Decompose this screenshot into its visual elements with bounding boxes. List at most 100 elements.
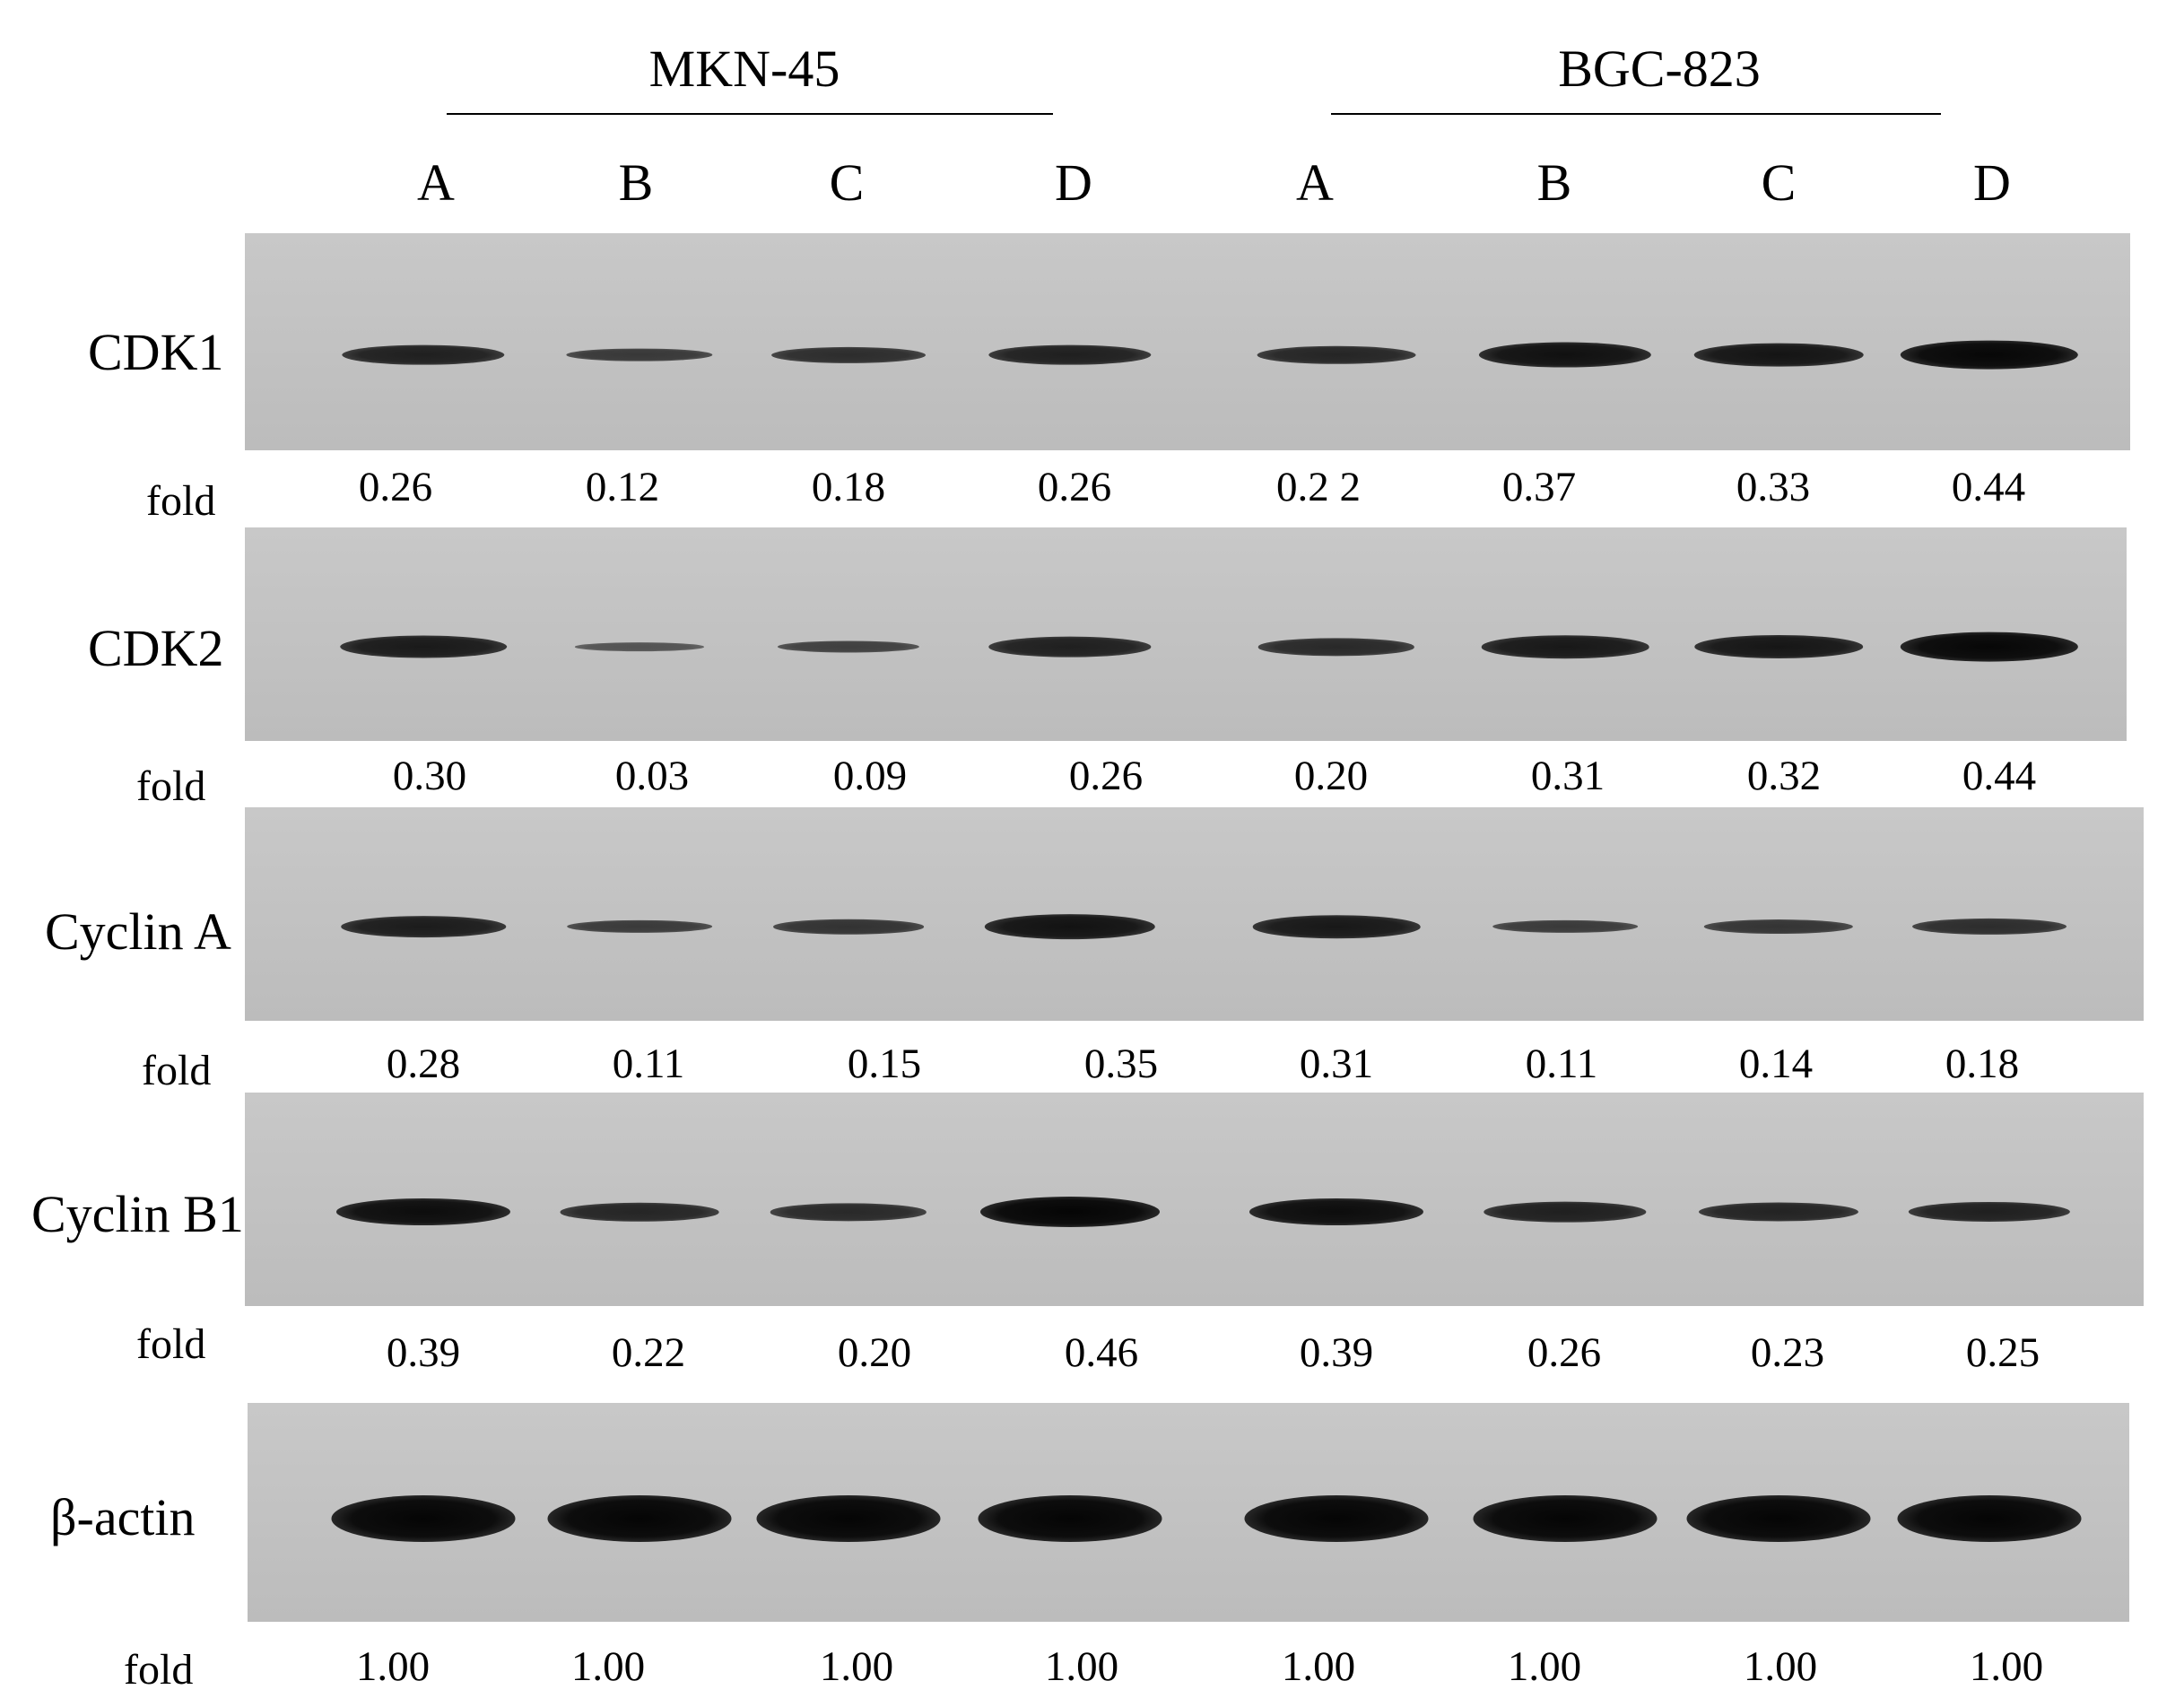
band (1492, 920, 1638, 934)
fold-label: fold (136, 762, 206, 810)
band (1473, 1495, 1658, 1543)
fold-value: 0.26 (358, 464, 433, 510)
fold-value: 0.39 (1299, 1329, 1374, 1376)
band (1484, 1201, 1647, 1223)
fold-value: 0.26 (1068, 753, 1144, 799)
protein-label-cdk2: CDK2 (88, 619, 224, 677)
fold-label: fold (146, 477, 216, 525)
fold-value: 0.31 (1299, 1041, 1374, 1087)
fold-value: 1.00 (1281, 1643, 1356, 1690)
band (574, 642, 705, 652)
fold-value: 0.44 (1951, 464, 2026, 510)
protein-label-cyclin-a: Cyclin A (45, 902, 231, 961)
protein-label-beta-actin: β-actin (50, 1488, 196, 1546)
fold-value: 0.15 (847, 1041, 922, 1087)
fold-value: 0.03 (614, 753, 690, 799)
band (773, 919, 924, 935)
band (1897, 1495, 2082, 1543)
fold-value: 0.30 (392, 753, 467, 799)
fold-value: 0.12 (585, 464, 660, 510)
band (1693, 343, 1864, 367)
fold-value: 1.00 (570, 1643, 646, 1690)
lane-label: C (829, 153, 865, 212)
band (1912, 919, 2067, 936)
band (340, 635, 507, 658)
band (777, 640, 920, 653)
fold-value: 0.18 (1945, 1041, 2020, 1087)
blot-beta-actin (248, 1403, 2129, 1622)
band (1257, 638, 1415, 656)
fold-value: 1.00 (1969, 1643, 2044, 1690)
fold-value: 1.00 (355, 1643, 431, 1690)
fold-label: fold (136, 1320, 206, 1368)
band (980, 1197, 1160, 1228)
fold-value: 0.25 (1965, 1329, 2040, 1376)
fold-value: 0.37 (1501, 464, 1577, 510)
band (1481, 635, 1649, 659)
fold-value: 0.26 (1037, 464, 1112, 510)
fold-label: fold (142, 1047, 212, 1094)
band (1244, 1495, 1429, 1543)
band (1686, 1495, 1871, 1543)
fold-value: 0.26 (1527, 1329, 1602, 1376)
fold-value: 0.20 (1293, 753, 1369, 799)
lane-label: B (618, 153, 654, 212)
band (984, 914, 1156, 940)
band (1252, 915, 1421, 939)
fold-value: 0.09 (832, 753, 908, 799)
band (1900, 631, 2079, 662)
fold-value: 0.11 (1525, 1041, 1598, 1087)
band (1478, 342, 1652, 368)
band (988, 344, 1152, 365)
fold-value: 0.23 (1750, 1329, 1825, 1376)
fold-value: 0.11 (612, 1041, 685, 1087)
band (1703, 919, 1854, 935)
fold-value: 0.35 (1083, 1041, 1159, 1087)
group-line-bgc823 (1331, 113, 1941, 115)
blot-cyclin-b1 (245, 1093, 2144, 1306)
band (988, 636, 1152, 658)
band (1698, 1202, 1859, 1222)
fold-value: 0.28 (386, 1041, 461, 1087)
band (1908, 1202, 2071, 1223)
band (341, 916, 506, 938)
fold-value: 0.22 (611, 1329, 686, 1376)
fold-value: 0.31 (1530, 753, 1605, 799)
lane-label: A (417, 153, 455, 212)
band (1900, 340, 2079, 370)
fold-value: 0.39 (386, 1329, 461, 1376)
band (1694, 635, 1863, 659)
band (1249, 1198, 1424, 1226)
protein-label-cdk1: CDK1 (88, 323, 224, 381)
band (770, 1203, 927, 1221)
blot-cdk2 (245, 527, 2127, 741)
group-line-mkn45 (447, 113, 1053, 115)
lane-label: D (1973, 153, 2011, 212)
fold-value: 0.46 (1064, 1329, 1139, 1376)
group-label-mkn45: MKN-45 (648, 39, 840, 98)
fold-value: 0.33 (1736, 464, 1811, 510)
band (978, 1495, 1162, 1543)
fold-value: 1.00 (819, 1643, 894, 1690)
protein-label-cyclin-b1: Cyclin B1 (31, 1185, 244, 1243)
band (567, 920, 712, 934)
lane-label: D (1055, 153, 1092, 212)
band (335, 1198, 511, 1226)
band (1257, 345, 1416, 364)
band (342, 344, 505, 365)
band (331, 1495, 516, 1543)
lane-label: B (1536, 153, 1572, 212)
fold-label: fold (124, 1646, 194, 1694)
fold-value: 1.00 (1044, 1643, 1119, 1690)
group-label-bgc823: BGC-823 (1558, 39, 1761, 98)
lane-label: A (1296, 153, 1334, 212)
blot-cdk1 (245, 233, 2130, 450)
fold-value: 0.14 (1738, 1041, 1814, 1087)
blot-cyclin-a (245, 807, 2144, 1021)
fold-value: 1.00 (1743, 1643, 1818, 1690)
band (566, 348, 713, 361)
fold-value: 0.20 (837, 1329, 912, 1376)
fold-value: 1.00 (1507, 1643, 1582, 1690)
band (547, 1495, 732, 1543)
